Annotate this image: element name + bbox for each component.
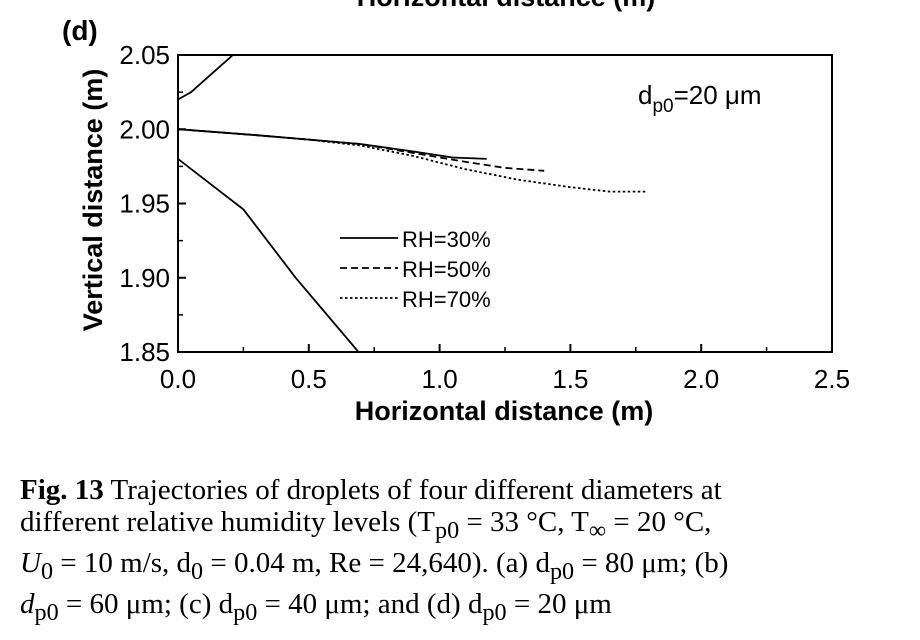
legend-label: RH=50%: [402, 257, 491, 282]
x-tick-label: 0.0: [160, 364, 196, 394]
y-tick-label: 2.00: [119, 114, 170, 144]
x-tick-label: 1.5: [552, 364, 588, 394]
series-lines: [178, 55, 647, 352]
x-tick-label: 2.0: [683, 364, 719, 394]
legend-label: RH=70%: [402, 287, 491, 312]
series-line-rh-50-: [178, 128, 545, 172]
x-tick-label: 1.0: [422, 364, 458, 394]
panel-label: (d): [62, 15, 98, 46]
series-line-rh-30-: [178, 128, 487, 160]
x-axis-label: Horizontal distance (m): [355, 396, 654, 426]
series-line-rh-70-: [178, 128, 647, 193]
cropped-top-title: Horizontal distance (m): [357, 0, 656, 12]
x-tick-label: 2.5: [814, 364, 850, 394]
y-tick-label: 2.05: [119, 40, 170, 70]
series-line-unlabeled-3: [178, 158, 360, 352]
y-tick-label: 1.85: [119, 337, 170, 367]
diameter-annotation: dp0=20 μm: [638, 80, 762, 117]
series-line-unlabeled-4: [178, 55, 234, 101]
trajectory-chart: Horizontal distance (m) (d) 0.0 0.5 1.0 1.5…: [62, 0, 850, 426]
figure-label: Fig. 13: [20, 474, 104, 506]
x-axis-ticks: 0.0 0.5 1.0 1.5 2.0 2.5: [160, 344, 850, 394]
y-axis-ticks: 1.85 1.90 1.95 2.00 2.05: [119, 40, 186, 367]
x-tick-label: 0.5: [291, 364, 327, 394]
y-axis-label: Vertical distance (m): [78, 69, 108, 332]
y-tick-label: 1.90: [119, 263, 170, 293]
y-tick-label: 1.95: [119, 189, 170, 219]
figure-caption: Fig. 13 Trajectories of droplets of four…: [20, 474, 729, 626]
legend: RH=30% RH=50% RH=70%: [340, 227, 491, 312]
legend-label: RH=30%: [402, 227, 491, 252]
